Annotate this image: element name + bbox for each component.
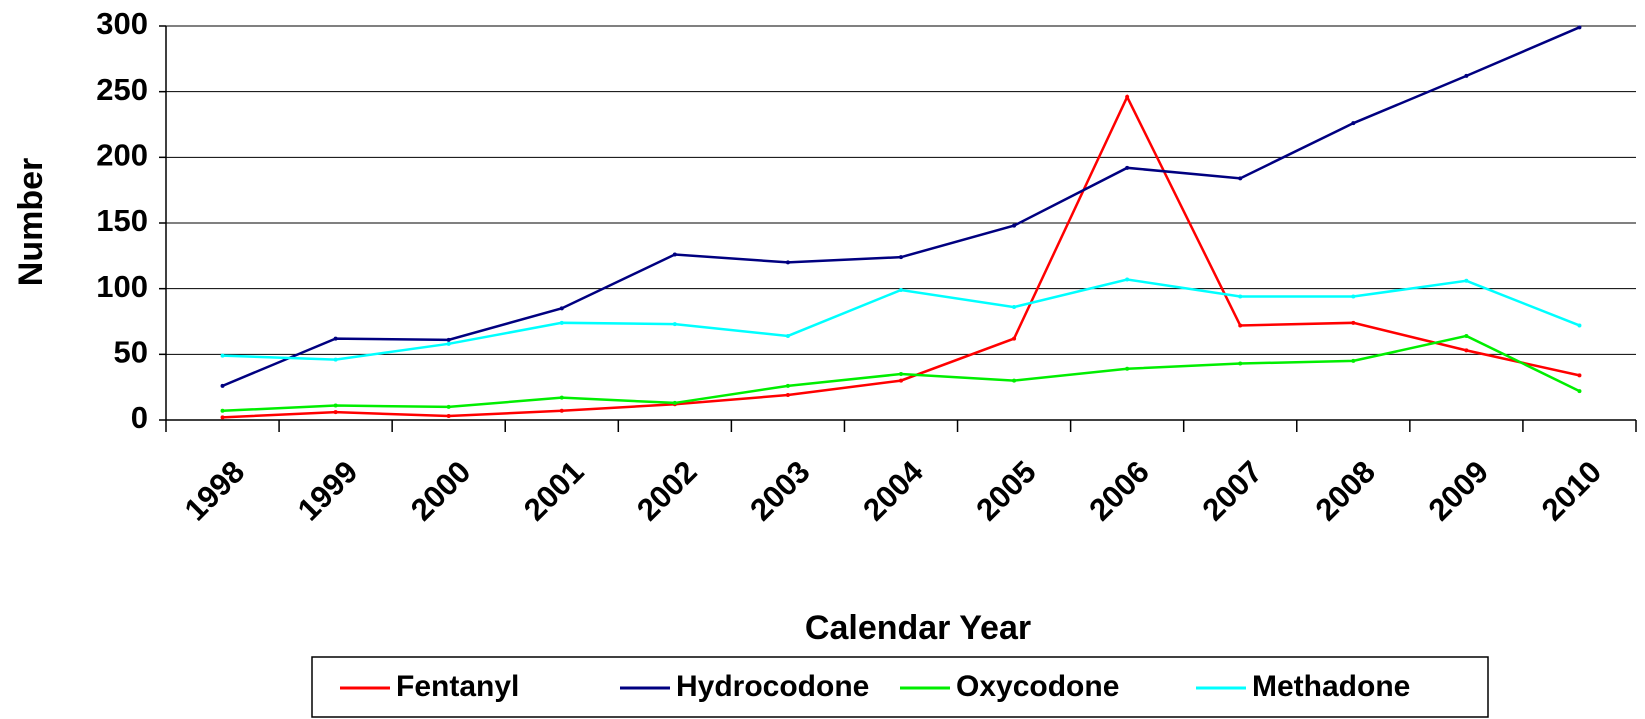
y-tick-label: 100 (96, 269, 148, 304)
point (559, 408, 564, 413)
point (672, 252, 677, 257)
point (672, 322, 677, 327)
point (220, 353, 225, 358)
point (333, 410, 338, 415)
point (1464, 278, 1469, 283)
point (785, 333, 790, 338)
point (1464, 333, 1469, 338)
y-tick-label: 50 (114, 335, 148, 370)
point (1577, 323, 1582, 328)
point (1351, 320, 1356, 325)
y-axis-title: Number (12, 158, 50, 286)
point (1238, 294, 1243, 299)
point (559, 306, 564, 311)
x-tick-label: 2010 (1535, 454, 1609, 528)
legend-label: Fentanyl (396, 670, 519, 703)
point (1012, 305, 1017, 310)
point (1012, 378, 1017, 383)
point (1125, 277, 1130, 282)
point (899, 255, 903, 260)
point (899, 378, 903, 383)
point (672, 400, 677, 405)
y-tick-label: 200 (96, 138, 148, 173)
x-tick-label: 2002 (630, 454, 704, 528)
y-tick-label: 250 (96, 72, 148, 107)
point (333, 403, 338, 408)
point (1238, 323, 1243, 328)
point (785, 260, 790, 265)
point (1012, 336, 1017, 341)
point (1238, 176, 1243, 181)
point (899, 372, 903, 377)
point (785, 393, 790, 398)
x-tick-label: 1999 (291, 454, 365, 528)
point (1125, 165, 1130, 170)
point (446, 404, 451, 409)
x-tick-label: 2000 (404, 454, 478, 528)
point (220, 408, 225, 413)
point (785, 383, 790, 388)
x-tick-label: 1998 (178, 454, 252, 528)
point (1351, 294, 1356, 299)
point (333, 336, 338, 341)
x-axis-title: Calendar Year (805, 609, 1031, 647)
point (1577, 389, 1582, 394)
point (1577, 373, 1582, 378)
point (1351, 358, 1356, 363)
point (1351, 121, 1356, 126)
point (1125, 366, 1130, 371)
x-tick-label: 2001 (517, 454, 591, 528)
y-tick-label: 150 (96, 203, 148, 238)
legend-label: Methadone (1252, 670, 1410, 703)
point (1012, 223, 1017, 228)
point (446, 337, 451, 342)
point (333, 357, 338, 362)
y-tick-label: 0 (131, 400, 148, 435)
point (899, 287, 903, 292)
y-tick-label: 300 (96, 6, 148, 41)
x-tick-label: 2004 (856, 453, 930, 527)
point (1125, 94, 1130, 99)
point (1238, 361, 1243, 366)
series-line (222, 26, 1580, 388)
x-tick-label: 2006 (1082, 454, 1156, 528)
point (220, 383, 225, 388)
point (559, 320, 564, 325)
point (446, 341, 451, 346)
point (1577, 25, 1582, 30)
point (1464, 348, 1469, 353)
x-tick-label: 2008 (1309, 454, 1383, 528)
x-tick-label: 2007 (1195, 454, 1269, 528)
legend-label: Oxycodone (956, 670, 1119, 703)
x-tick-label: 2009 (1422, 454, 1496, 528)
x-tick-label: 2005 (969, 454, 1043, 528)
x-tick-label: 2003 (743, 454, 817, 528)
point (559, 395, 564, 400)
point (446, 414, 451, 419)
point (220, 415, 225, 420)
point (1464, 73, 1469, 78)
legend-label: Hydrocodone (676, 670, 869, 703)
